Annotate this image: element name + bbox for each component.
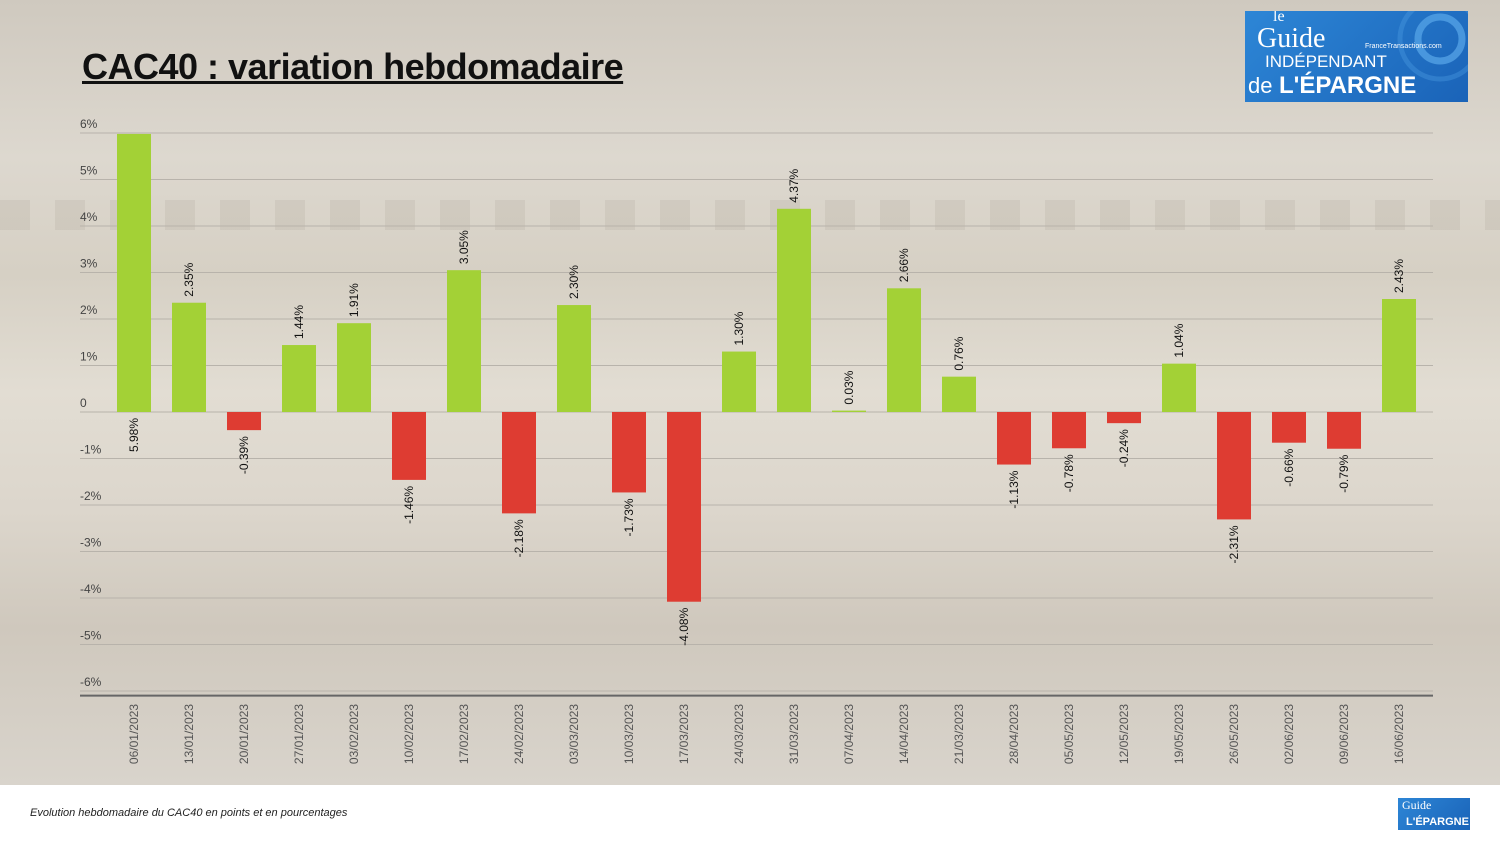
data-label: 1.30% — [732, 311, 746, 345]
bar — [832, 410, 866, 412]
logo-text: le — [1273, 11, 1285, 25]
y-tick-label: -3% — [80, 536, 102, 550]
y-tick-label: 6% — [80, 117, 98, 131]
data-label: -0.78% — [1062, 454, 1076, 492]
x-tick-label: 16/06/2023 — [1392, 704, 1406, 764]
bar — [1382, 299, 1416, 412]
bar — [502, 412, 536, 514]
bar — [227, 412, 261, 431]
data-label: 5.98% — [127, 418, 141, 452]
x-tick-label: 24/03/2023 — [732, 704, 746, 764]
logo-graphic — [1397, 11, 1468, 82]
data-label: 3.05% — [457, 230, 471, 264]
logo-text: Guide — [1257, 23, 1326, 54]
data-label: 1.91% — [347, 283, 361, 317]
data-label: -0.79% — [1337, 454, 1351, 492]
data-label: -1.73% — [622, 498, 636, 536]
brand-logo-small: Guide L'ÉPARGNE — [1398, 798, 1470, 830]
bar — [667, 412, 701, 602]
x-tick-label: 26/05/2023 — [1227, 704, 1241, 764]
data-label: -1.46% — [402, 486, 416, 524]
bar — [612, 412, 646, 493]
bar — [392, 412, 426, 480]
y-tick-label: -5% — [80, 629, 102, 643]
x-tick-label: 13/01/2023 — [182, 704, 196, 764]
bar — [887, 288, 921, 412]
x-tick-label: 28/04/2023 — [1007, 704, 1021, 764]
x-tick-label: 14/04/2023 — [897, 704, 911, 764]
logo-text: L'ÉPARGNE — [1406, 816, 1469, 828]
bar — [997, 412, 1031, 465]
bar — [722, 351, 756, 412]
y-tick-label: 4% — [80, 210, 98, 224]
data-label: 2.30% — [567, 265, 581, 299]
bar — [557, 305, 591, 412]
bar — [337, 323, 371, 412]
data-label: -2.31% — [1227, 525, 1241, 563]
page-title: CAC40 : variation hebdomadaire — [82, 46, 624, 87]
bar — [172, 302, 206, 412]
x-tick-label: 21/03/2023 — [952, 704, 966, 764]
x-tick-label: 12/05/2023 — [1117, 704, 1131, 764]
data-label: 0.76% — [952, 336, 966, 370]
y-tick-label: 3% — [80, 257, 98, 271]
logo-text: FranceTransactions.com — [1365, 43, 1442, 50]
data-label: -0.66% — [1282, 448, 1296, 486]
data-label: 2.43% — [1392, 259, 1406, 293]
data-label: -1.13% — [1007, 470, 1021, 508]
bar — [1162, 363, 1196, 412]
bar — [1272, 412, 1306, 443]
y-tick-label: 2% — [80, 303, 98, 317]
data-label: 0.03% — [842, 370, 856, 404]
x-tick-label: 10/02/2023 — [402, 704, 416, 764]
y-tick-label: 1% — [80, 350, 98, 364]
data-label: 2.35% — [182, 262, 196, 296]
x-tick-label: 27/01/2023 — [292, 704, 306, 764]
data-label: 4.37% — [787, 168, 801, 202]
y-tick-label: -2% — [80, 489, 102, 503]
data-label: 1.04% — [1172, 323, 1186, 357]
y-tick-label: -1% — [80, 443, 102, 457]
logo-text: INDÉPENDANT — [1265, 52, 1387, 71]
bar-chart: 6% 5% 4% 3% 2% 1% 0 -1% -2% -3% -4% -5% -6% 5.98% 06/0… — [80, 117, 1433, 764]
x-tick-label: 02/06/2023 — [1282, 704, 1296, 764]
data-label: -0.24% — [1117, 429, 1131, 467]
y-tick-label: 0 — [80, 396, 87, 410]
bar — [777, 208, 811, 412]
data-label: -0.39% — [237, 436, 251, 474]
bar — [117, 133, 151, 412]
bar — [282, 345, 316, 412]
bar — [447, 270, 481, 412]
x-tick-label: 03/03/2023 — [567, 704, 581, 764]
bar — [1217, 412, 1251, 520]
chart-caption: Evolution hebdomadaire du CAC40 en point… — [30, 807, 348, 819]
x-tick-label: 17/03/2023 — [677, 704, 691, 764]
y-tick-label: -6% — [80, 675, 102, 689]
bar — [1327, 412, 1361, 449]
x-tick-label: 20/01/2023 — [237, 704, 251, 764]
x-tick-label: 31/03/2023 — [787, 704, 801, 764]
data-label: 2.66% — [897, 248, 911, 282]
logo-text: de — [1248, 73, 1273, 98]
data-label: -2.18% — [512, 519, 526, 557]
y-tick-label: 5% — [80, 164, 98, 178]
x-tick-label: 09/06/2023 — [1337, 704, 1351, 764]
x-tick-label: 19/05/2023 — [1172, 704, 1186, 764]
logo-text: L'ÉPARGNE — [1279, 72, 1417, 99]
bar — [942, 376, 976, 412]
y-tick-label: -4% — [80, 582, 102, 596]
x-tick-label: 07/04/2023 — [842, 704, 856, 764]
logo-text: Guide — [1402, 798, 1432, 812]
data-label: 1.44% — [292, 305, 306, 339]
x-tick-label: 05/05/2023 — [1062, 704, 1076, 764]
x-tick-label: 24/02/2023 — [512, 704, 526, 764]
x-tick-label: 03/02/2023 — [347, 704, 361, 764]
bar — [1052, 412, 1086, 449]
brand-logo: le Guide FranceTransactions.com INDÉPEND… — [1245, 11, 1468, 102]
x-tick-label: 17/02/2023 — [457, 704, 471, 764]
data-label: -4.08% — [677, 607, 691, 645]
x-tick-label: 06/01/2023 — [127, 704, 141, 764]
x-tick-label: 10/03/2023 — [622, 704, 636, 764]
bar — [1107, 412, 1141, 424]
